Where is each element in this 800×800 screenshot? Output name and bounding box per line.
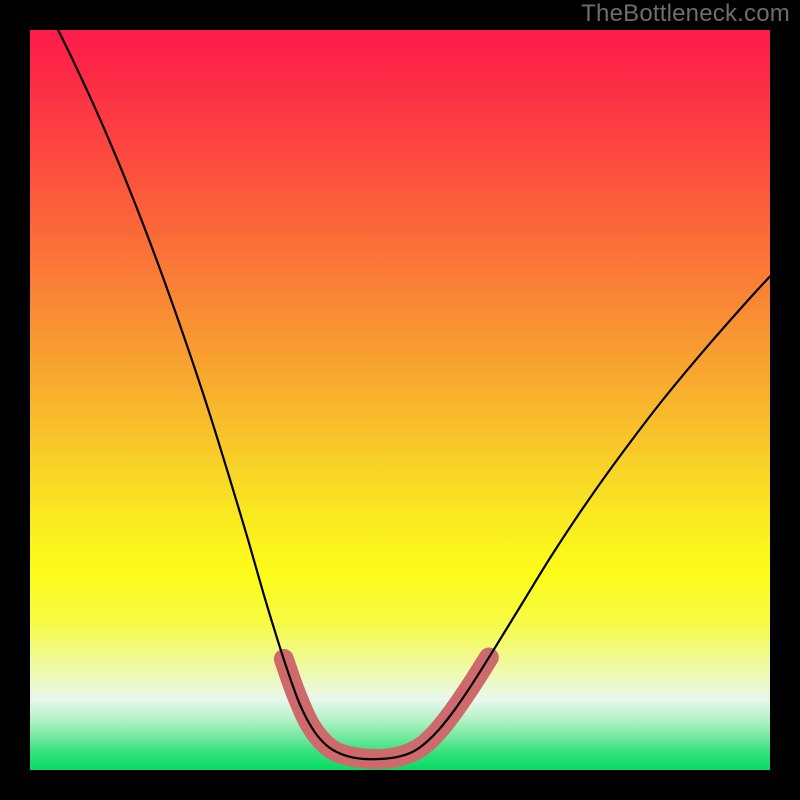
figure-root: TheBottleneck.com bbox=[0, 0, 800, 800]
plot-svg bbox=[0, 0, 800, 800]
plot-background-gradient bbox=[30, 30, 770, 770]
watermark-text: TheBottleneck.com bbox=[581, 0, 790, 28]
